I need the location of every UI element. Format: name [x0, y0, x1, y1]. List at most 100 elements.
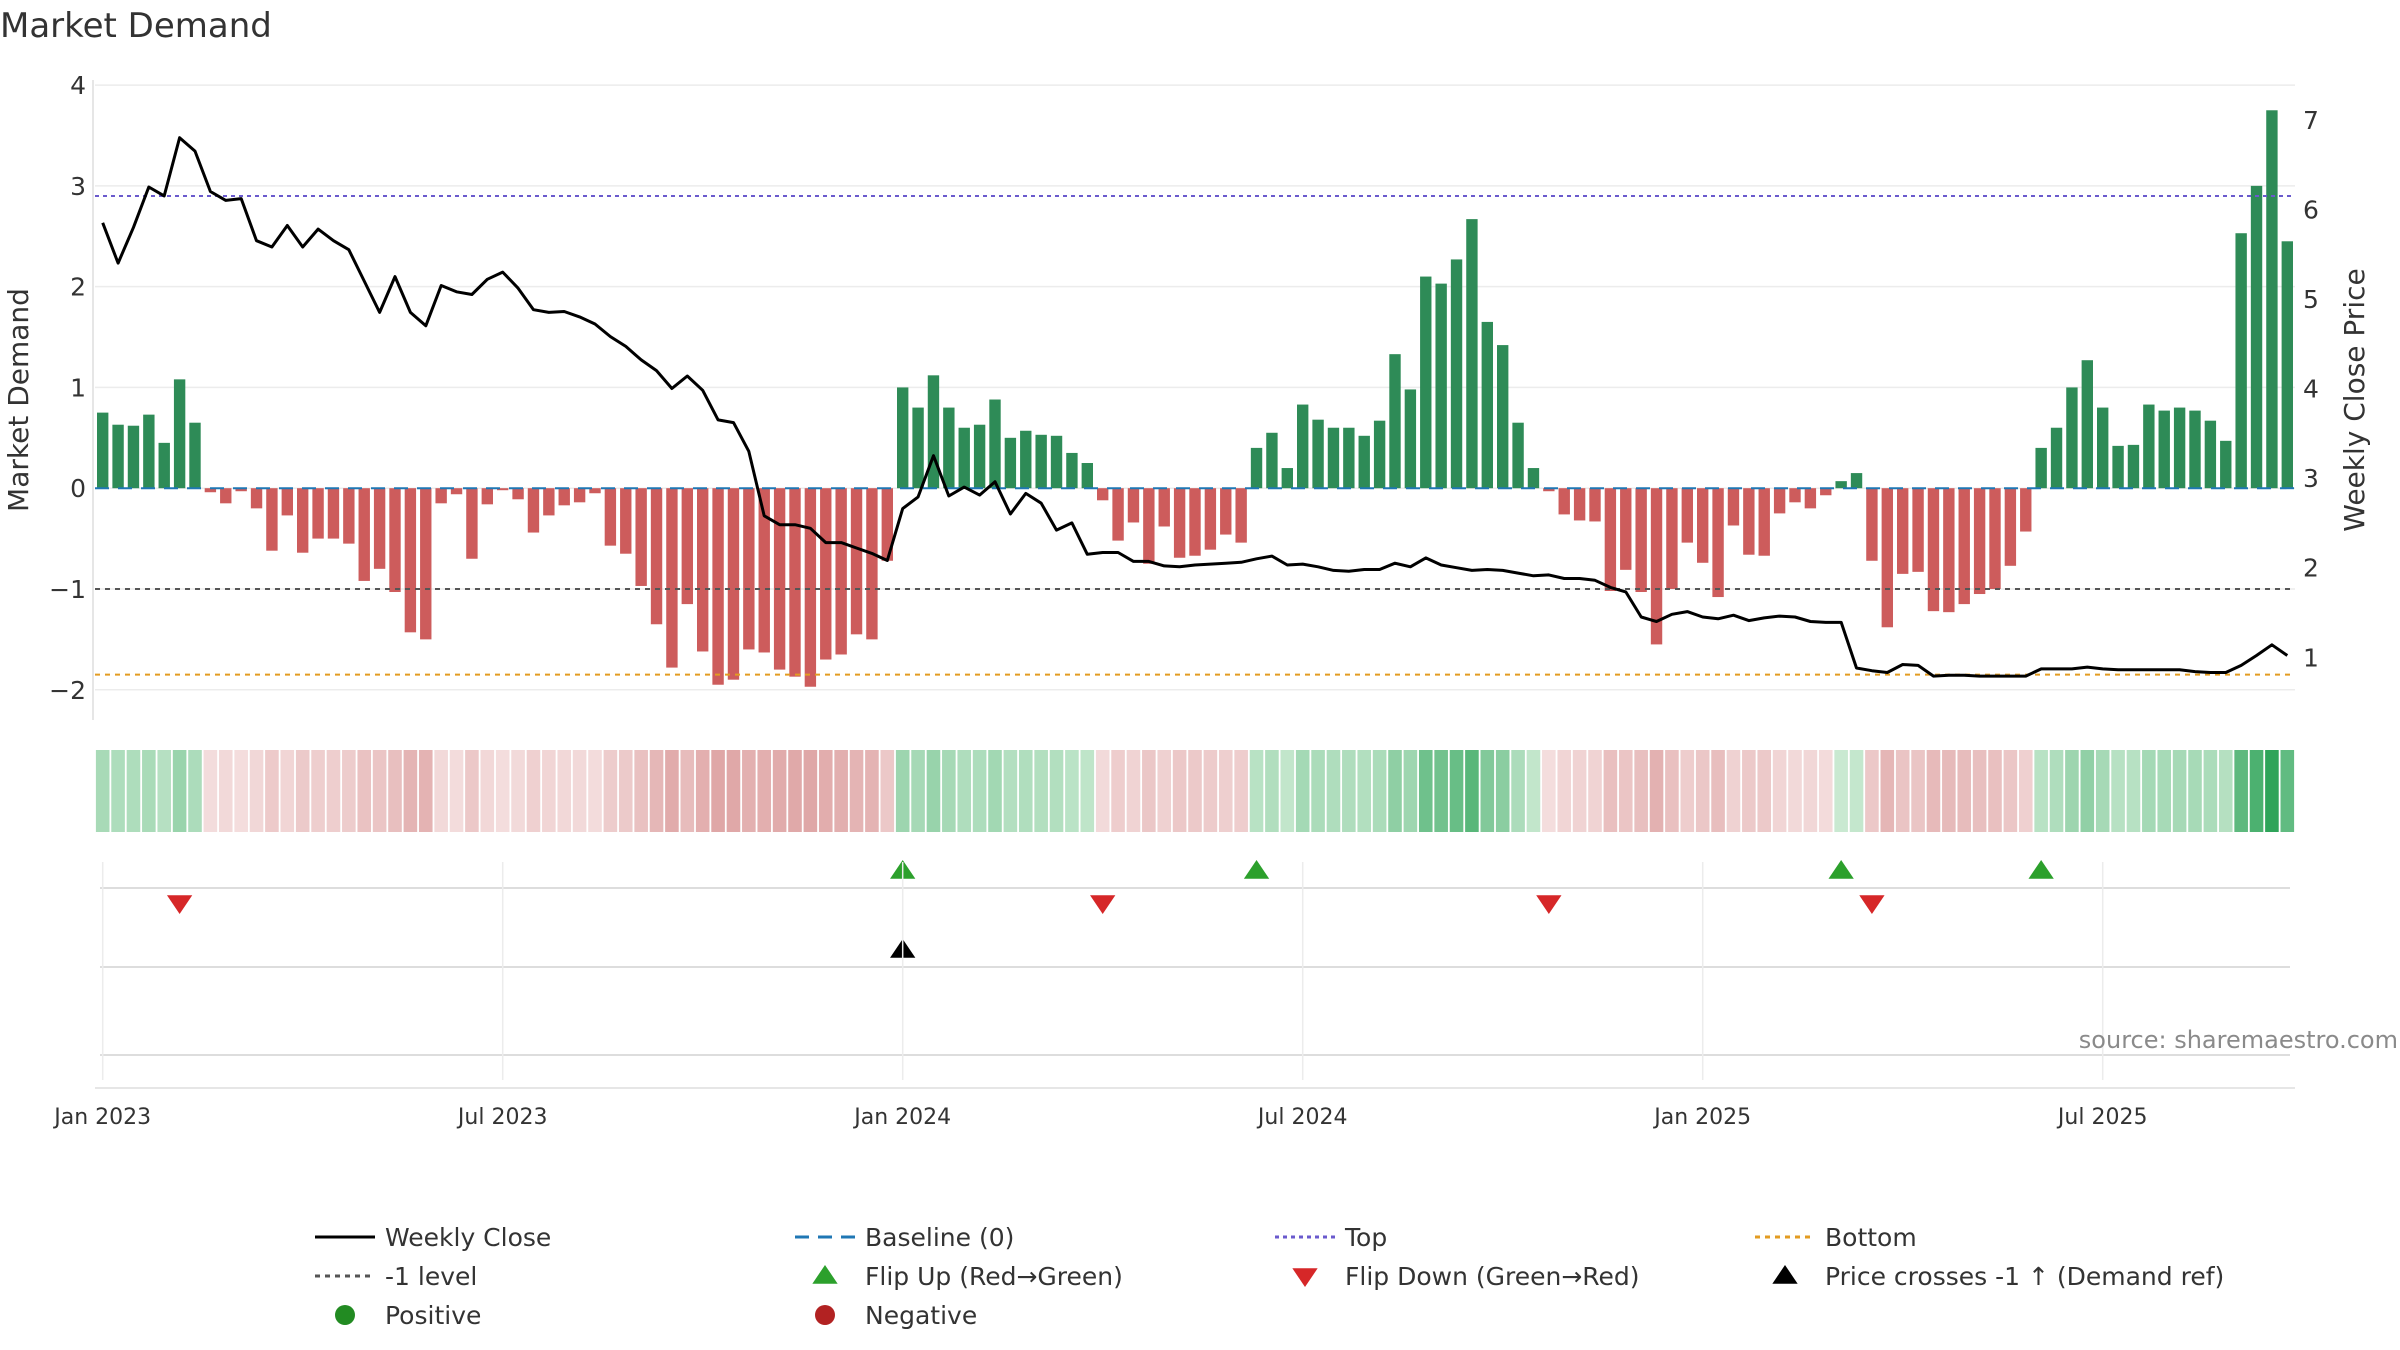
heat-cell	[1495, 750, 1510, 832]
x-tick-label: Jan 2024	[852, 1105, 951, 1130]
demand-bar	[1127, 488, 1140, 523]
heat-cell	[2080, 750, 2095, 832]
demand-bar	[1712, 488, 1724, 598]
heat-cell	[1003, 750, 1018, 832]
heat-cell	[2111, 750, 2125, 832]
demand-bar	[1697, 488, 1709, 563]
demand-bar	[912, 407, 924, 489]
y-tick-label-right: 3	[2303, 464, 2319, 493]
demand-bar	[1820, 488, 1832, 496]
demand-bar	[512, 488, 524, 500]
heat-cell	[1895, 750, 1910, 832]
legend-item: Weekly Close	[315, 1223, 551, 1252]
heat-cell	[2265, 750, 2279, 832]
demand-bar	[773, 488, 786, 670]
demand-bar	[1789, 488, 1801, 503]
y-tick-label-left: 1	[70, 373, 86, 402]
demand-bar	[1266, 432, 1278, 489]
demand-bar	[1573, 488, 1586, 521]
demand-bar	[1635, 488, 1647, 593]
heat-cell	[1388, 750, 1402, 832]
legend-item: Price crosses -1 ↑ (Demand ref)	[1772, 1262, 2224, 1291]
heat-cell	[157, 750, 172, 832]
heat-cell	[1726, 750, 1741, 832]
demand-bar	[1066, 452, 1078, 489]
demand-bar	[866, 488, 878, 640]
heat-cell	[188, 750, 202, 832]
heat-cell	[1880, 750, 1895, 832]
y-axis-label-right: Weekly Close Price	[2338, 268, 2371, 531]
demand-bar	[404, 488, 417, 633]
heat-cell	[265, 750, 279, 832]
demand-bar	[1250, 447, 1263, 489]
heat-cell	[757, 750, 772, 832]
reference-lines	[95, 194, 2295, 676]
demand-bar	[1435, 283, 1447, 489]
heat-cell	[1757, 750, 1772, 832]
legend-label: Price crosses -1 ↑ (Demand ref)	[1825, 1262, 2224, 1291]
demand-bar	[281, 488, 293, 516]
heat-cell	[2126, 750, 2141, 832]
demand-bar	[2281, 241, 2293, 489]
heat-cell	[2142, 750, 2156, 832]
x-tick-label: Jan 2025	[1652, 1105, 1751, 1130]
heat-cell	[988, 750, 1002, 832]
legend-item: Negative	[815, 1301, 977, 1330]
heat-cell	[726, 750, 741, 832]
heat-cell	[1680, 750, 1695, 832]
heat-cell	[1542, 750, 1556, 832]
demand-bar	[1358, 435, 1370, 489]
y-tick-label-left: 0	[70, 474, 86, 503]
demand-bar	[1081, 463, 1093, 489]
demand-bar	[1773, 488, 1786, 514]
heat-cell	[1526, 750, 1541, 832]
x-tick-label: Jul 2024	[1256, 1105, 1348, 1130]
heat-cell	[1218, 750, 1233, 832]
heat-cell	[1711, 750, 1725, 832]
flip-down-marker	[1859, 895, 1885, 914]
legend: Weekly Close Baseline (0) Top Bottom -1 leve…	[315, 1223, 2224, 1330]
heat-cell	[1034, 750, 1048, 832]
heat-cell	[342, 750, 356, 832]
demand-bar	[204, 488, 217, 493]
heat-cell	[388, 750, 402, 832]
heat-cell	[1634, 750, 1648, 832]
heat-cell	[1111, 750, 1125, 832]
demand-bar	[1850, 473, 1863, 489]
heat-cell	[2280, 750, 2295, 832]
heat-cell	[1357, 750, 1372, 832]
legend-label: Weekly Close	[385, 1223, 551, 1252]
demand-bar	[543, 488, 555, 516]
heat-cell	[1095, 750, 1110, 832]
demand-bar	[450, 488, 463, 495]
demand-bar	[327, 488, 340, 539]
demand-bar	[1604, 488, 1617, 591]
demand-bar	[1527, 468, 1540, 489]
heat-cell	[172, 750, 187, 832]
signal-markers	[100, 860, 2290, 1056]
heat-cell	[249, 750, 264, 832]
legend-label: Top	[1344, 1223, 1387, 1252]
legend-label: Negative	[865, 1301, 977, 1330]
heat-cell	[418, 750, 433, 832]
y-axis-right: 7 6 5 4 3 2 1	[2303, 106, 2319, 673]
heat-cell	[742, 750, 756, 832]
heat-cell	[1742, 750, 1756, 832]
demand-bar	[1097, 488, 1109, 501]
demand-bar	[973, 424, 986, 489]
demand-bar	[1189, 488, 1201, 556]
demand-bar	[1927, 488, 1940, 612]
demand-bar	[650, 488, 663, 625]
heat-cell	[1972, 750, 1987, 832]
demand-bar	[1327, 427, 1340, 489]
demand-bar	[1543, 488, 1555, 492]
y-tick-label-right: 2	[2303, 554, 2319, 583]
x-tick-label: Jan 2023	[52, 1105, 151, 1130]
flip-down-marker	[1090, 895, 1116, 914]
legend-item: Flip Up (Red→Green)	[812, 1262, 1123, 1291]
heat-cell	[495, 750, 510, 832]
demand-bar	[2020, 488, 2032, 532]
heat-cell	[403, 750, 418, 832]
y-axis-label-left: Market Demand	[2, 288, 35, 512]
